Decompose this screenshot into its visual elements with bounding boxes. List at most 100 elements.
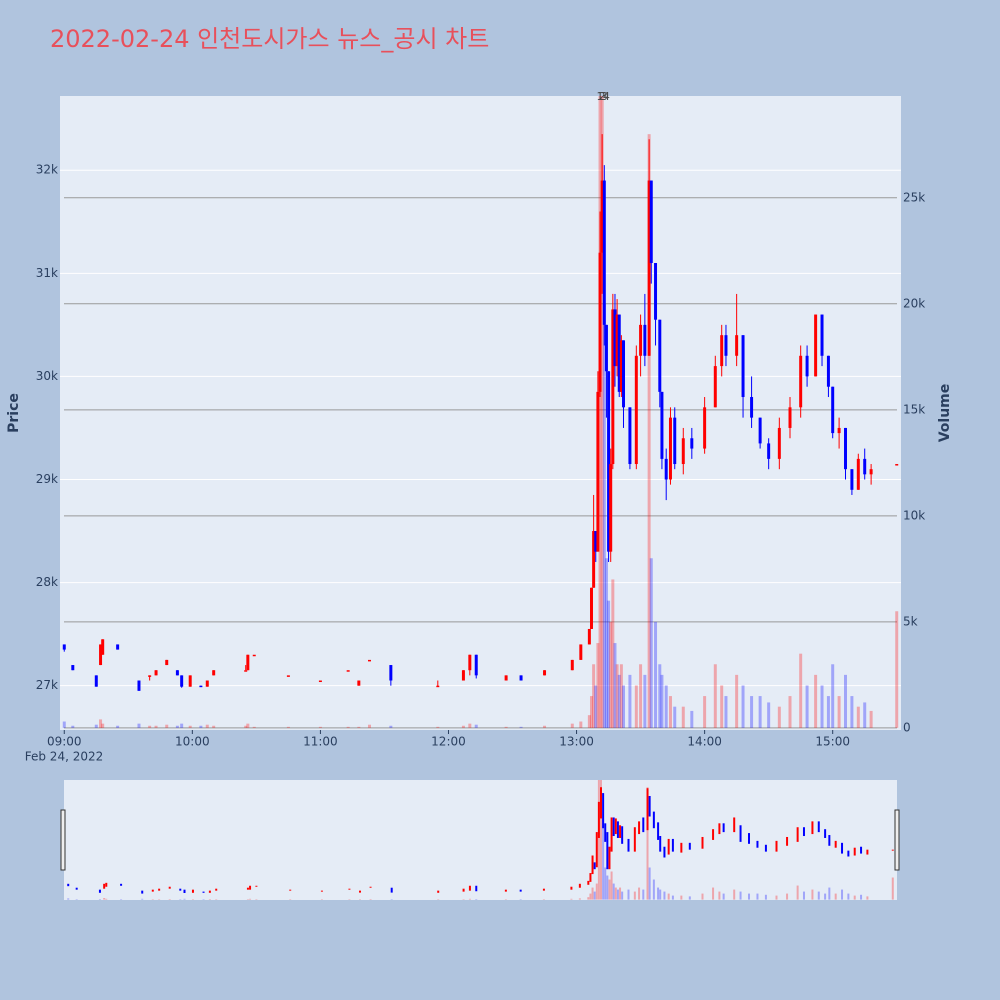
slider-volume-bar <box>369 898 372 900</box>
candle-body <box>720 335 724 367</box>
candle-body <box>180 675 184 687</box>
volume-bar <box>850 696 854 728</box>
slider-volume-bar <box>390 899 393 900</box>
slider-volume-bar <box>202 899 205 900</box>
volume-bar <box>175 725 179 728</box>
candle-body <box>634 355 638 465</box>
slider-volume-bar <box>358 899 361 900</box>
candle-body <box>735 335 739 356</box>
slider-volume-bar <box>289 899 292 900</box>
volume-bar <box>205 724 209 728</box>
volume-bar <box>116 725 120 728</box>
candle-body <box>777 427 781 459</box>
candle-body <box>205 680 209 687</box>
slider-volume-bar <box>141 898 144 900</box>
candle-body <box>594 531 598 552</box>
slider-volume-bar <box>667 893 670 900</box>
y2-tick-label: 5k <box>903 614 918 628</box>
candle-body <box>619 340 623 392</box>
volume-bar <box>750 696 754 728</box>
candle-body <box>148 675 152 677</box>
candle-body <box>690 438 694 449</box>
slider-volume-bar <box>608 879 611 900</box>
range-handle[interactable] <box>60 809 66 871</box>
candle-body <box>617 314 621 392</box>
slider-volume-bar <box>853 895 856 900</box>
candle-body <box>596 391 600 552</box>
candle-body <box>519 675 523 681</box>
volume-bar <box>654 621 658 728</box>
slider-volume-bar <box>151 899 154 900</box>
volume-bar <box>461 725 465 728</box>
candle-body <box>820 314 824 356</box>
volume-bar <box>62 721 66 728</box>
volume-bar <box>639 664 643 728</box>
slider-volume-bar <box>542 899 545 900</box>
volume-bar <box>590 696 593 728</box>
slider-volume-bar <box>437 899 440 900</box>
candle-body <box>799 355 803 408</box>
volume-bar <box>579 721 583 728</box>
slider-volume-bar <box>105 898 108 900</box>
volume-bar <box>252 726 256 728</box>
volume-bar <box>713 664 717 728</box>
slider-volume-bar <box>75 899 78 900</box>
slider-volume-bar <box>612 883 615 900</box>
y-axis-title: Price <box>6 393 22 433</box>
candle-body <box>137 680 141 691</box>
y2-tick-label: 10k <box>903 508 925 522</box>
candle-body <box>869 469 873 475</box>
slider-volume-bar <box>680 895 683 900</box>
volume-bar <box>318 726 322 728</box>
candle-body <box>713 366 717 408</box>
range-slider[interactable] <box>64 780 897 900</box>
candle-body <box>165 659 169 666</box>
volume-bar <box>180 723 184 728</box>
slider-volume-bar <box>659 889 662 900</box>
candle-body <box>856 458 860 490</box>
slider-volume-bar <box>657 887 660 900</box>
volume-bar <box>831 664 835 728</box>
candle-body <box>602 180 606 325</box>
volume-bar <box>617 674 621 728</box>
y2-tick-label: 0 <box>903 720 911 734</box>
volume-bar <box>286 726 290 728</box>
slider-volume-bar <box>606 875 609 900</box>
candle-body <box>212 670 216 676</box>
volume-bar <box>741 685 745 728</box>
volume-bar <box>101 723 105 728</box>
annotation: 1 <box>597 90 604 103</box>
slider-volume-bar <box>718 891 721 900</box>
volume-bar <box>604 558 608 728</box>
candle-body <box>615 314 619 367</box>
slider-volume-bar <box>614 887 617 900</box>
x-tick-label: 11:00 <box>303 735 338 749</box>
volume-bar <box>368 724 371 728</box>
slider-volume-bar <box>475 898 478 900</box>
volume-bar <box>99 719 103 728</box>
slider-volume-bar <box>824 893 827 900</box>
slider-volume-bar <box>811 889 814 900</box>
annotation: 3 <box>601 90 608 103</box>
slider-volume-bar <box>208 898 211 900</box>
volume-bar <box>628 674 632 728</box>
candle-body <box>244 670 248 672</box>
candle-body <box>590 587 593 629</box>
volume-bar <box>767 702 771 728</box>
chart-title: 2022-02-24 인천도시가스 뉴스_공시 차트 <box>50 25 489 53</box>
volume-bar <box>735 674 739 728</box>
volume-bar <box>805 685 809 728</box>
candle-body <box>598 252 602 392</box>
x-tick-label: 09:00 <box>47 735 82 749</box>
slider-volume-bar <box>578 898 581 900</box>
volume-bar <box>611 579 615 728</box>
slider-volume-bar <box>597 780 600 900</box>
candle-body <box>357 680 361 686</box>
slider-volume-bar <box>320 899 323 900</box>
slider-volume-bar <box>103 897 106 900</box>
slider-volume-bar <box>775 895 778 900</box>
volume-bar <box>613 643 617 728</box>
range-handle[interactable] <box>894 809 900 871</box>
slider-volume-bar <box>246 899 249 900</box>
slider-volume-bar <box>468 898 471 900</box>
